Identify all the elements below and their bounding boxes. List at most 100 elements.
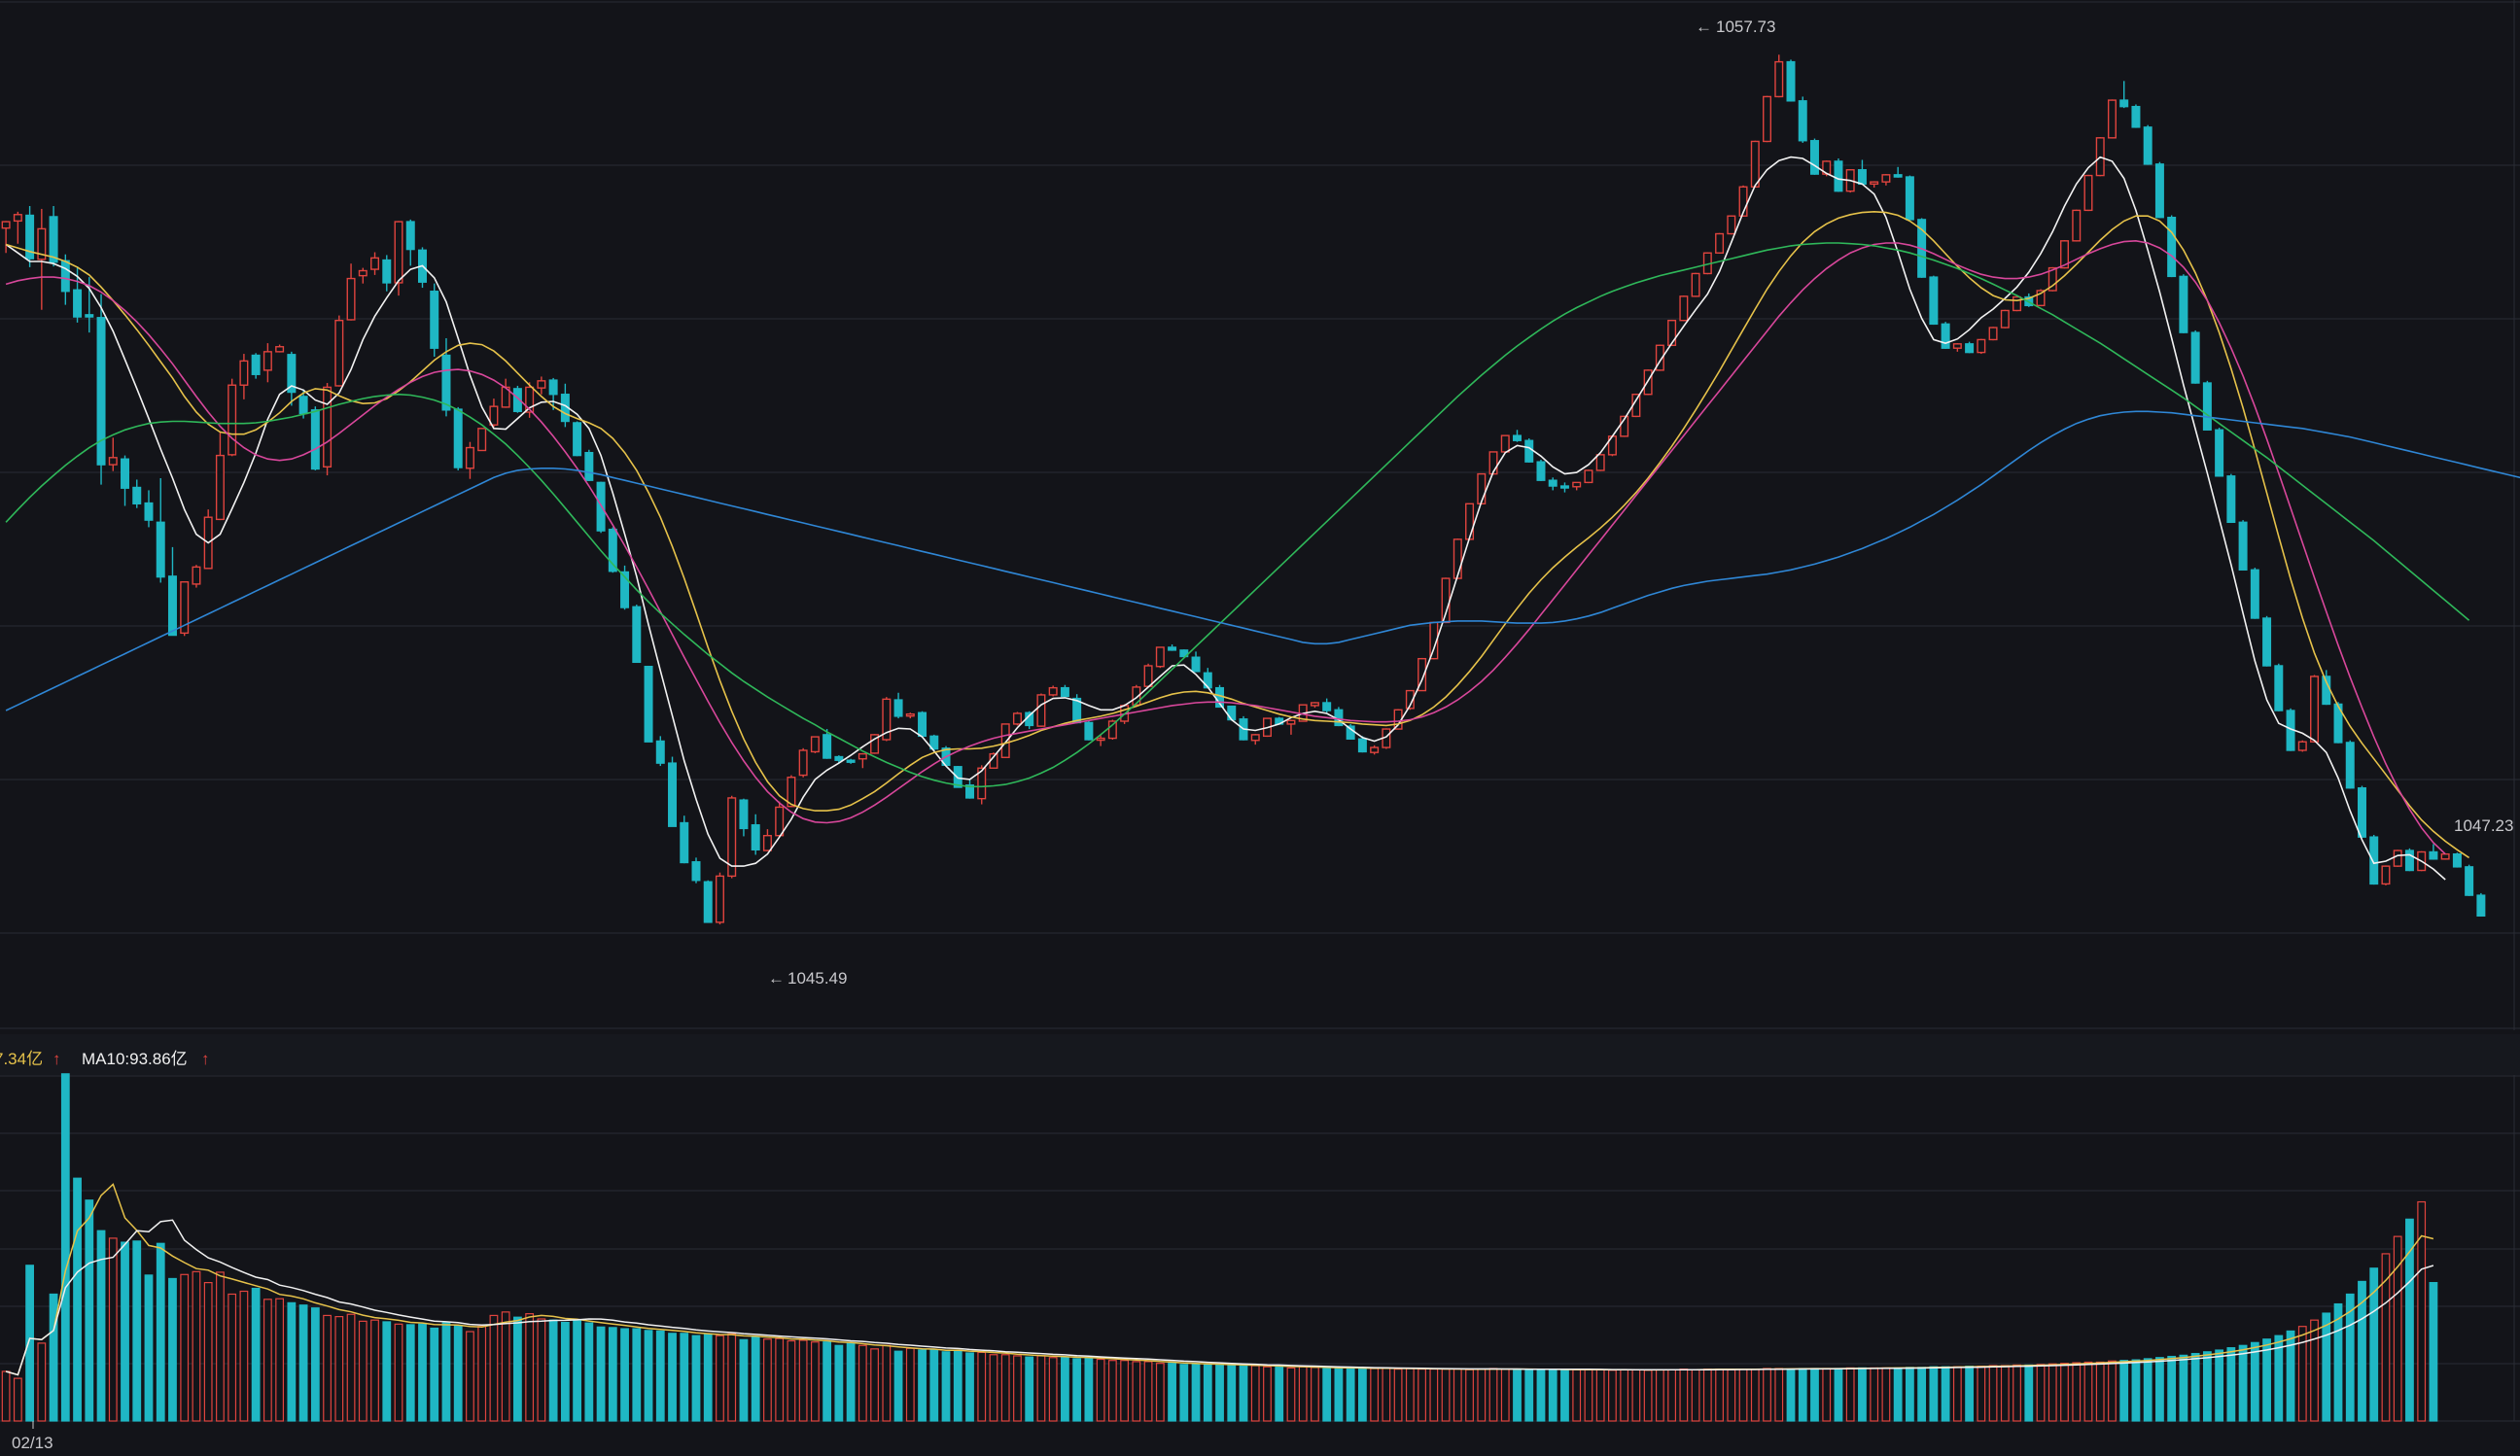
candle-body bbox=[1798, 100, 1807, 142]
candle-body bbox=[2238, 521, 2248, 571]
candlestick bbox=[1096, 735, 1105, 746]
volume-bar bbox=[763, 1338, 772, 1422]
candlestick bbox=[1572, 481, 1582, 491]
candlestick bbox=[2119, 81, 2129, 109]
candle-body bbox=[262, 351, 272, 371]
volume-bar bbox=[466, 1331, 474, 1422]
candlestick bbox=[453, 406, 463, 470]
volume-bar bbox=[1286, 1367, 1296, 1422]
candlestick bbox=[965, 779, 974, 799]
candlestick bbox=[1965, 341, 1975, 354]
high-price-label: 1057.73 bbox=[1716, 17, 1775, 36]
candlestick bbox=[215, 431, 225, 521]
candlestick bbox=[2440, 852, 2450, 860]
volume-bar bbox=[2095, 1361, 2105, 1422]
candlestick bbox=[1881, 174, 1891, 186]
candlestick bbox=[644, 665, 653, 743]
volume-bar bbox=[1643, 1369, 1653, 1422]
candle-body bbox=[1405, 689, 1415, 710]
candlestick bbox=[727, 795, 737, 879]
candlestick bbox=[310, 406, 320, 470]
candle-body bbox=[1667, 319, 1677, 346]
candle-body bbox=[13, 214, 22, 223]
volume-bar bbox=[2215, 1349, 2224, 1422]
candle-body bbox=[2250, 569, 2259, 619]
volume-bar bbox=[2167, 1355, 2177, 1422]
volume-bar bbox=[2143, 1358, 2152, 1422]
candle-body bbox=[370, 257, 380, 270]
volume-bar bbox=[370, 1319, 379, 1422]
volume-bar bbox=[430, 1327, 439, 1422]
candle-body bbox=[1905, 176, 1914, 221]
candle-body bbox=[2393, 849, 2402, 867]
volume-bar bbox=[441, 1322, 451, 1422]
volume-bar bbox=[1977, 1366, 1986, 1422]
candlestick bbox=[893, 692, 903, 719]
volume-bar bbox=[1132, 1361, 1141, 1422]
candlestick bbox=[1334, 707, 1344, 727]
candlestick bbox=[144, 490, 154, 528]
candlestick bbox=[1441, 577, 1451, 624]
candle-body bbox=[2107, 99, 2117, 139]
volume-bar bbox=[655, 1330, 665, 1422]
candle-body bbox=[1, 221, 11, 229]
candlestick bbox=[2393, 849, 2402, 867]
candle-body bbox=[2060, 240, 2070, 269]
volume-bar bbox=[2310, 1319, 2319, 1422]
candle-body bbox=[810, 736, 820, 753]
candlestick bbox=[1559, 482, 1569, 493]
candlestick bbox=[512, 385, 522, 413]
candlestick bbox=[1072, 694, 1082, 724]
volume-bar bbox=[1620, 1369, 1629, 1422]
volume-bar bbox=[513, 1316, 522, 1422]
candlestick bbox=[680, 815, 689, 864]
volume-bar bbox=[1679, 1368, 1689, 1422]
candle-body bbox=[1012, 712, 1022, 725]
candle-body bbox=[1524, 439, 1534, 463]
volume-bar bbox=[691, 1335, 701, 1422]
volume-bar bbox=[1798, 1368, 1807, 1422]
candlestick bbox=[858, 752, 867, 769]
candlestick bbox=[2190, 329, 2200, 384]
volume-ma5-arrow-icon: ↑ bbox=[52, 1050, 61, 1068]
candlestick bbox=[1084, 720, 1094, 741]
volume-bar bbox=[1203, 1364, 1212, 1422]
candlestick bbox=[620, 565, 630, 610]
candle-body bbox=[965, 784, 974, 799]
candle-body bbox=[2452, 853, 2462, 868]
volume-bar bbox=[2393, 1235, 2402, 1422]
candle-body bbox=[1191, 656, 1201, 673]
volume-bar bbox=[953, 1350, 962, 1422]
candle-body bbox=[167, 575, 177, 637]
volume-bar bbox=[346, 1313, 356, 1422]
candle-body bbox=[977, 767, 987, 800]
volume-legend: 7.34亿 ↑ MA10:93.86亿 ↑ bbox=[0, 1050, 210, 1068]
candlestick bbox=[1763, 95, 1772, 143]
candle-body bbox=[2381, 865, 2391, 885]
candle-body bbox=[870, 734, 880, 754]
candlestick bbox=[489, 399, 499, 428]
candlestick bbox=[2250, 568, 2259, 619]
volume-bar bbox=[644, 1330, 653, 1422]
volume-bar bbox=[1834, 1368, 1843, 1422]
candle-body bbox=[2072, 209, 2082, 242]
candle-body bbox=[882, 698, 892, 741]
volume-bar bbox=[1691, 1369, 1700, 1422]
volume-bar bbox=[1988, 1365, 1998, 1422]
candle-body bbox=[2202, 382, 2212, 431]
volume-bar bbox=[1405, 1368, 1415, 1422]
volume-bar bbox=[1096, 1358, 1105, 1422]
candlestick bbox=[1048, 685, 1058, 697]
candlestick bbox=[2452, 852, 2462, 868]
candlestick bbox=[1595, 454, 1605, 471]
volume-bar bbox=[2000, 1365, 2010, 1422]
candle-body bbox=[2297, 741, 2307, 751]
candle-body bbox=[1620, 415, 1629, 437]
candlestick bbox=[1798, 96, 1807, 143]
candlestick bbox=[180, 581, 190, 637]
candlestick bbox=[1107, 719, 1117, 741]
candlestick bbox=[2083, 174, 2093, 212]
candlestick bbox=[2226, 473, 2236, 524]
moving-average-line bbox=[5, 156, 2446, 881]
volume-bar bbox=[156, 1242, 165, 1422]
